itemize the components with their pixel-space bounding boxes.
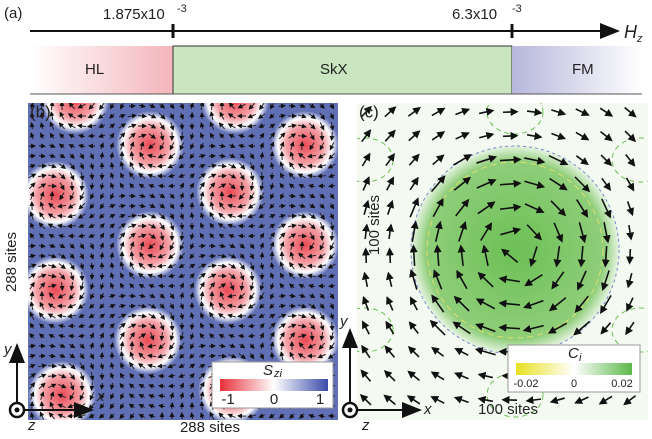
spin-arrow bbox=[48, 376, 56, 377]
spin-arrow bbox=[52, 192, 53, 200]
spin-arrow bbox=[182, 403, 183, 409]
spin-arrow bbox=[298, 136, 306, 137]
skyrmion bbox=[21, 161, 89, 229]
phase-label: HL bbox=[85, 61, 104, 78]
spin-arrow bbox=[82, 182, 83, 190]
spin-arrow bbox=[262, 172, 263, 180]
boundary-exponent: -3 bbox=[177, 3, 187, 15]
spin-arrow bbox=[332, 132, 333, 140]
spin-arrow bbox=[112, 153, 113, 159]
spin-arrow bbox=[159, 186, 165, 187]
axis-label: x bbox=[423, 401, 432, 418]
spin-arrow bbox=[159, 286, 165, 287]
spin-arrow bbox=[322, 232, 323, 240]
spin-arrow bbox=[630, 249, 631, 263]
panel-label: (c) bbox=[359, 102, 379, 121]
spin-arrow bbox=[308, 166, 316, 167]
axis-label: z bbox=[361, 417, 370, 434]
spin-arrow bbox=[48, 186, 56, 187]
spin-arrow bbox=[48, 366, 56, 367]
spin-arrow bbox=[39, 246, 45, 247]
colorbar-subscript: zi bbox=[273, 368, 283, 380]
colorbar-tick: 0 bbox=[571, 378, 577, 390]
spin-arrow bbox=[242, 182, 243, 190]
spin-arrow bbox=[272, 252, 273, 260]
axis-subscript: z bbox=[636, 33, 643, 45]
spin-arrow bbox=[218, 176, 226, 177]
axis-label: z bbox=[27, 417, 36, 434]
spin-arrow bbox=[82, 272, 83, 280]
spin-arrow bbox=[332, 322, 333, 330]
colorbar-tick: -0.02 bbox=[513, 378, 538, 390]
spin-arrow bbox=[202, 202, 203, 210]
spin-arrow bbox=[332, 232, 333, 240]
spin-arrow bbox=[298, 236, 306, 237]
spin-arrow bbox=[503, 136, 517, 137]
spin-arrow bbox=[119, 196, 125, 197]
spin-arrow bbox=[112, 163, 113, 169]
colorbar-tick: 1 bbox=[316, 391, 324, 408]
spin-arrow bbox=[302, 242, 303, 250]
spin-arrow bbox=[159, 386, 165, 387]
spin-arrow bbox=[182, 203, 183, 209]
spin-arrow bbox=[322, 132, 323, 140]
skyrmion bbox=[116, 211, 184, 279]
colorbar-tick: 0.02 bbox=[611, 378, 632, 390]
axis-label: y bbox=[3, 341, 13, 358]
skyrmion bbox=[271, 211, 339, 279]
spin-arrow bbox=[500, 159, 520, 160]
colorbar bbox=[516, 363, 632, 375]
colorbar bbox=[220, 379, 328, 391]
phase-label: FM bbox=[572, 61, 594, 78]
spin-arrow bbox=[169, 186, 175, 187]
spin-arrow bbox=[302, 142, 303, 150]
colorbar-tick: -1 bbox=[221, 391, 234, 408]
boundary-exponent: -3 bbox=[512, 3, 522, 15]
figure: (a) 1.875x10 -3 6.3x10 -3 H z HL SkX FM … bbox=[0, 0, 652, 439]
spin-arrow bbox=[169, 286, 175, 287]
spin-arrow bbox=[112, 263, 113, 269]
size-label: 288 sites bbox=[3, 232, 20, 292]
size-label: 288 sites bbox=[180, 419, 240, 436]
spin-arrow bbox=[272, 152, 273, 160]
spin-arrow bbox=[58, 216, 66, 217]
boundary-label: 1.875x10 bbox=[103, 6, 165, 23]
spin-arrow bbox=[192, 323, 193, 329]
colorbar-symbol: C bbox=[568, 345, 579, 362]
size-label: 100 sites bbox=[478, 401, 538, 418]
spin-arrow bbox=[503, 112, 517, 113]
spin-arrow bbox=[222, 192, 223, 200]
spin-arrow bbox=[308, 266, 316, 267]
spin-arrow bbox=[390, 249, 391, 263]
axis-symbol: H bbox=[624, 22, 638, 42]
spin-arrow bbox=[228, 196, 236, 197]
phase-label: SkX bbox=[320, 61, 348, 78]
spin-arrow bbox=[102, 273, 103, 279]
axis-label: y bbox=[339, 313, 349, 330]
spin-arrow bbox=[239, 336, 245, 337]
size-label: 100 sites bbox=[366, 195, 383, 255]
spin-arrow bbox=[112, 253, 113, 259]
panel-label: (a) bbox=[4, 5, 22, 22]
spin-arrow bbox=[238, 216, 246, 217]
axis-label: x bbox=[96, 388, 105, 405]
skyrmion bbox=[271, 111, 339, 179]
skyrmion bbox=[116, 111, 184, 179]
panel-label: (b) bbox=[30, 102, 51, 121]
spin-arrow bbox=[289, 296, 295, 297]
spin-arrow bbox=[72, 182, 73, 190]
skyrmion bbox=[28, 361, 96, 429]
colorbar-tick: 0 bbox=[270, 391, 278, 408]
boundary-label: 6.3x10 bbox=[452, 6, 497, 23]
colorbar-symbol: S bbox=[263, 362, 273, 379]
